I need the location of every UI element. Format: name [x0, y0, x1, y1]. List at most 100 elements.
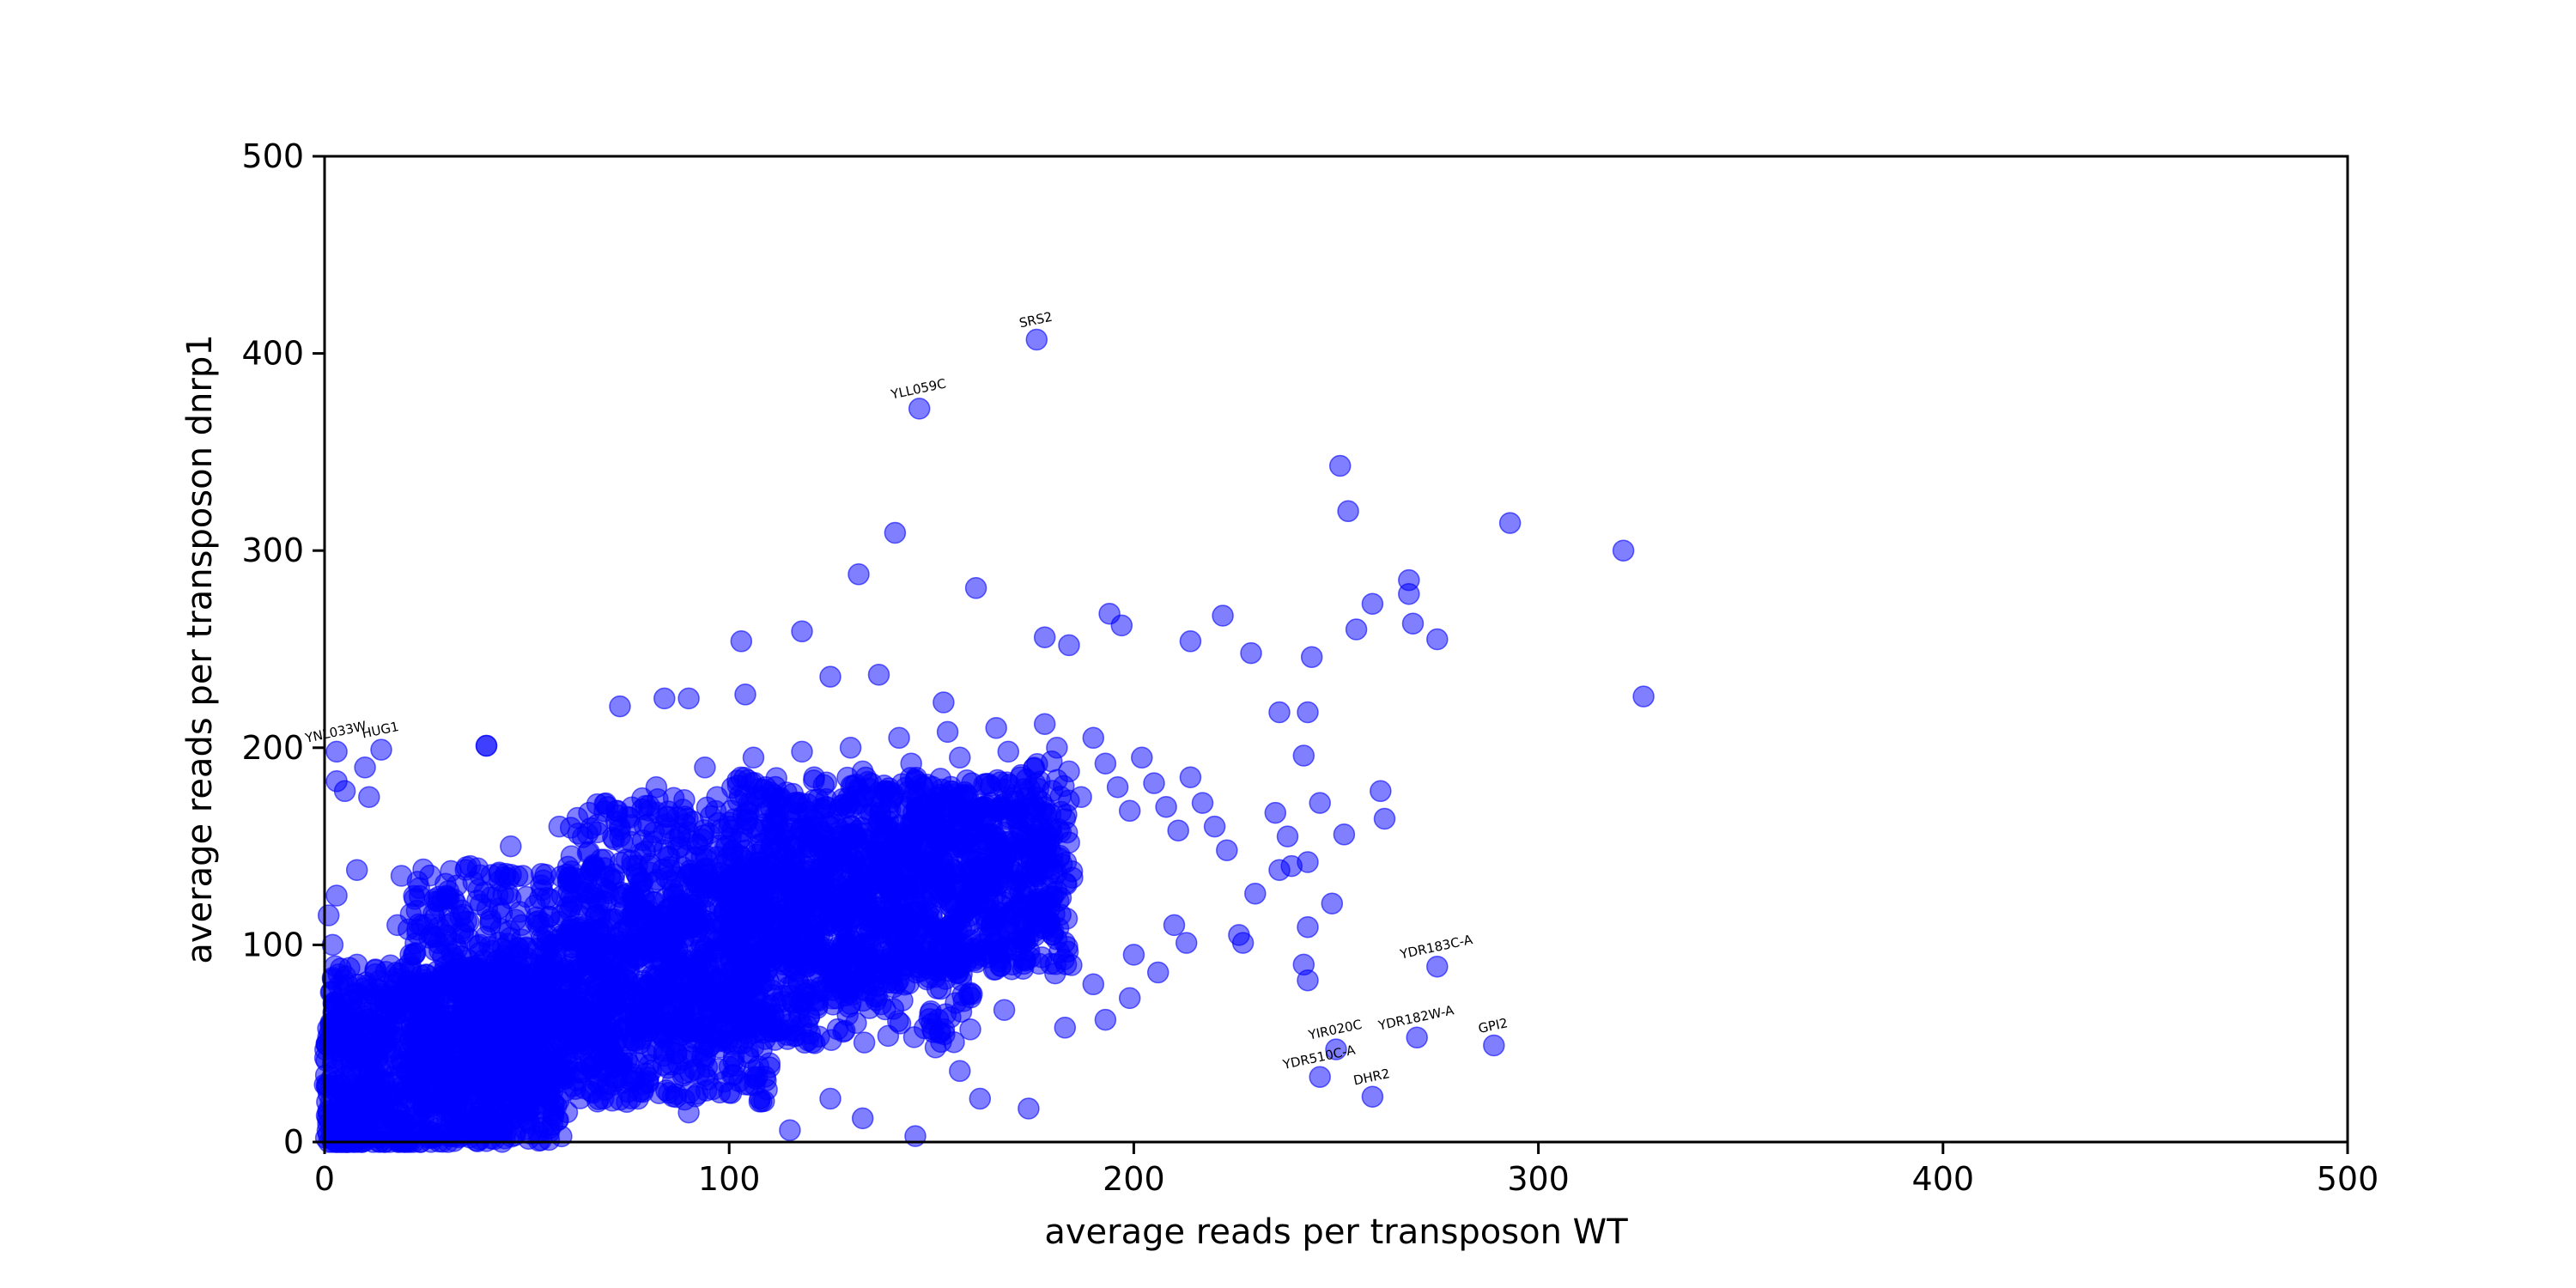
- data-point: [1118, 987, 1141, 1010]
- data-point: [1179, 766, 1202, 788]
- data-point: [443, 974, 466, 997]
- data-point: [532, 954, 556, 976]
- data-point: [337, 1022, 361, 1045]
- data-point: [672, 932, 695, 954]
- data-point: [587, 1017, 611, 1040]
- data-point: [718, 815, 740, 838]
- data-point: [726, 1033, 750, 1055]
- data-point: [1039, 803, 1062, 826]
- data-point: [779, 1005, 801, 1029]
- data-point: [790, 878, 813, 902]
- data-point: [479, 910, 501, 933]
- data-point: [815, 795, 838, 818]
- data-point: [1042, 924, 1064, 946]
- data-point: [884, 521, 907, 544]
- data-point: [671, 991, 694, 1014]
- data-point: [1321, 892, 1344, 914]
- data-point: [399, 1049, 422, 1072]
- data-point: [325, 740, 348, 763]
- data-point: [1370, 780, 1392, 803]
- data-point: [791, 620, 813, 643]
- data-point: [511, 981, 533, 1004]
- data-point: [609, 825, 631, 848]
- data-point: [370, 738, 392, 761]
- x-tick-label: 300: [1507, 1160, 1570, 1198]
- data-point: [936, 720, 959, 744]
- data-point: [734, 683, 756, 706]
- data-point: [808, 881, 831, 903]
- data-point: [665, 1042, 688, 1065]
- data-point: [652, 858, 674, 881]
- data-point: [900, 752, 922, 775]
- data-point: [358, 786, 380, 808]
- data-point: [866, 841, 889, 864]
- data-point: [613, 987, 636, 1009]
- data-point: [609, 695, 631, 718]
- data-point: [362, 1089, 385, 1112]
- data-point: [452, 1029, 474, 1051]
- data-point: [555, 929, 577, 952]
- data-point: [1300, 646, 1323, 668]
- data-point: [495, 1110, 518, 1133]
- data-point: [945, 912, 967, 935]
- data-point: [757, 935, 781, 958]
- data-point: [408, 1009, 431, 1032]
- data-point: [1498, 512, 1522, 534]
- data-point: [1058, 634, 1080, 657]
- data-point: [855, 893, 878, 916]
- data-point: [613, 1016, 635, 1038]
- data-point: [893, 914, 915, 937]
- data-point: [798, 836, 821, 859]
- data-point: [961, 983, 983, 1005]
- data-point: [730, 630, 753, 653]
- data-point: [500, 835, 522, 858]
- data-point: [908, 398, 931, 420]
- data-point: [879, 963, 902, 986]
- data-point: [669, 835, 692, 858]
- data-point: [467, 958, 490, 981]
- data-point: [1033, 713, 1056, 735]
- data-point: [1018, 1097, 1040, 1120]
- data-point: [626, 1051, 649, 1074]
- data-point: [654, 1022, 677, 1044]
- data-point: [512, 865, 534, 887]
- data-point: [1019, 847, 1042, 870]
- data-point: [1406, 1026, 1428, 1049]
- data-point: [945, 812, 969, 835]
- y-tick-label: 300: [241, 532, 304, 569]
- data-point: [599, 959, 622, 981]
- data-point: [708, 1058, 730, 1080]
- data-point: [463, 999, 485, 1022]
- data-point: [758, 1052, 781, 1074]
- data-point: [637, 813, 659, 835]
- x-axis-ticks: 0 100 200 300 400 500: [314, 1142, 2379, 1198]
- data-point: [459, 854, 482, 878]
- x-tick-label: 400: [1912, 1160, 1975, 1198]
- x-axis-label: average reads per transposon WT: [1044, 1212, 1628, 1252]
- data-point: [997, 740, 1020, 763]
- data-point: [483, 981, 507, 1005]
- data-point: [867, 664, 890, 686]
- point-annotation: SRS2: [1018, 309, 1054, 331]
- data-point: [1244, 882, 1267, 905]
- data-point: [1110, 614, 1133, 637]
- data-point: [1175, 932, 1198, 954]
- data-point: [736, 808, 759, 831]
- data-point: [638, 794, 660, 817]
- data-point: [888, 726, 910, 750]
- data-point: [1632, 685, 1655, 708]
- data-point: [1297, 915, 1319, 939]
- point-annotation: GPI2: [1477, 1015, 1510, 1036]
- data-point: [487, 1073, 510, 1096]
- data-point: [1143, 772, 1165, 794]
- data-point: [799, 1022, 822, 1045]
- point-annotation: DHR2: [1352, 1066, 1392, 1089]
- y-tick-label: 0: [283, 1123, 304, 1161]
- data-point: [721, 959, 744, 981]
- data-point: [407, 913, 430, 936]
- data-point: [744, 902, 767, 925]
- data-point: [766, 805, 789, 828]
- data-point: [924, 1036, 947, 1059]
- data-point: [779, 1119, 801, 1141]
- data-point: [993, 999, 1016, 1021]
